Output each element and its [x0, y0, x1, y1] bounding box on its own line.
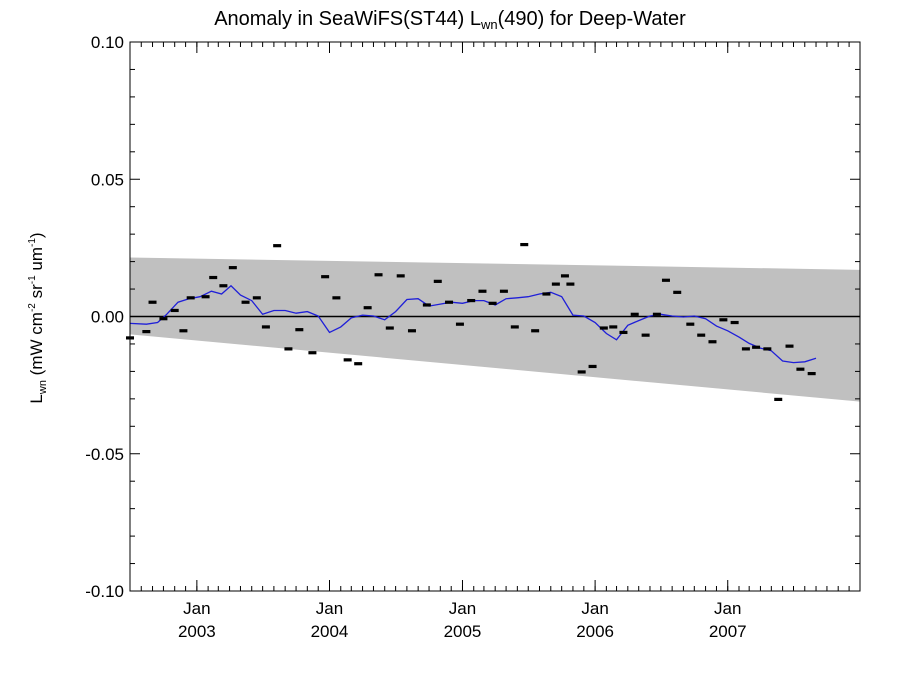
- x-tick-label-year: 2005: [444, 622, 482, 641]
- data-point: [796, 367, 805, 371]
- data-point: [343, 358, 352, 362]
- data-point: [179, 329, 188, 333]
- data-point: [599, 326, 608, 330]
- data-point: [588, 364, 597, 369]
- x-tick-label-month: Jan: [183, 599, 210, 618]
- x-tick-label-month: Jan: [714, 599, 741, 618]
- x-tick-label-year: 2007: [709, 622, 747, 641]
- data-point: [321, 275, 330, 279]
- data-point: [332, 296, 341, 300]
- data-point: [252, 296, 261, 300]
- data-point: [273, 244, 282, 248]
- data-point: [241, 300, 250, 304]
- x-tick-label-month: Jan: [449, 599, 476, 618]
- data-point: [396, 274, 405, 278]
- data-point: [697, 333, 706, 337]
- data-point: [630, 312, 639, 316]
- data-point: [228, 266, 237, 270]
- data-point: [201, 295, 210, 299]
- data-point: [308, 351, 317, 355]
- data-point: [445, 300, 454, 304]
- data-point: [531, 329, 540, 333]
- data-point: [186, 296, 195, 300]
- data-point: [661, 278, 670, 282]
- data-point: [159, 317, 168, 321]
- data-point: [455, 322, 464, 326]
- data-point: [560, 274, 569, 278]
- data-point: [719, 318, 728, 322]
- data-point: [785, 344, 794, 348]
- data-point: [542, 292, 551, 296]
- data-point: [499, 289, 508, 293]
- data-point: [730, 320, 739, 325]
- data-point: [652, 312, 661, 316]
- data-point: [566, 282, 575, 286]
- data-point: [142, 329, 151, 334]
- data-point: [363, 306, 372, 310]
- chart-title-prefix: Anomaly in SeaWiFS(ST44) L: [214, 8, 481, 30]
- x-tick-label-year: 2004: [311, 622, 349, 641]
- data-point: [488, 301, 497, 305]
- data-point: [551, 282, 560, 286]
- data-point: [774, 397, 783, 401]
- data-point: [708, 340, 717, 344]
- data-point: [219, 284, 228, 288]
- chart-title-suffix: (490) for Deep-Water: [497, 8, 686, 30]
- y-tick-label: -0.10: [85, 582, 124, 601]
- data-point: [763, 347, 772, 351]
- x-tick-label-year: 2006: [576, 622, 614, 641]
- data-point: [478, 289, 487, 293]
- axes-layer: 0.10 0.05 0.00 -0.05 -0.10 Jan 2003 Jan 2004 Jan 2…: [85, 33, 861, 641]
- y-tick-label: -0.05: [85, 445, 124, 464]
- data-point: [407, 329, 416, 333]
- y-tick-label: 0.10: [91, 33, 124, 52]
- data-point: [467, 298, 476, 303]
- data-point: [422, 303, 431, 307]
- x-tick-label-month: Jan: [581, 599, 608, 618]
- data-point: [148, 300, 157, 304]
- y-tick-label: 0.00: [91, 308, 124, 327]
- y-tick-label: 0.05: [91, 170, 124, 189]
- data-point: [577, 370, 586, 374]
- uncertainty-band-layer: [130, 257, 860, 402]
- data-points-layer: [126, 242, 816, 401]
- chart-title: Anomaly in SeaWiFS(ST44) Lwn(490) for De…: [0, 8, 900, 32]
- data-point: [619, 330, 628, 335]
- data-point: [284, 347, 293, 351]
- data-point: [510, 325, 519, 329]
- data-point: [261, 325, 270, 329]
- data-point: [686, 322, 695, 326]
- data-point: [433, 279, 442, 283]
- uncertainty-band: [130, 257, 860, 402]
- data-point: [520, 242, 529, 247]
- data-point: [609, 325, 618, 329]
- data-point: [354, 362, 363, 366]
- data-point: [673, 290, 682, 294]
- data-point: [641, 333, 650, 337]
- data-point: [374, 273, 383, 277]
- data-point: [209, 275, 218, 280]
- chart-title-subscript: wn: [480, 17, 498, 32]
- data-point: [741, 347, 750, 351]
- data-point: [807, 371, 816, 376]
- x-tick-label-year: 2003: [178, 622, 216, 641]
- data-point: [385, 326, 394, 330]
- data-point: [295, 328, 304, 332]
- x-tick-label-month: Jan: [316, 599, 343, 618]
- data-point: [170, 308, 179, 313]
- data-point: [752, 345, 761, 349]
